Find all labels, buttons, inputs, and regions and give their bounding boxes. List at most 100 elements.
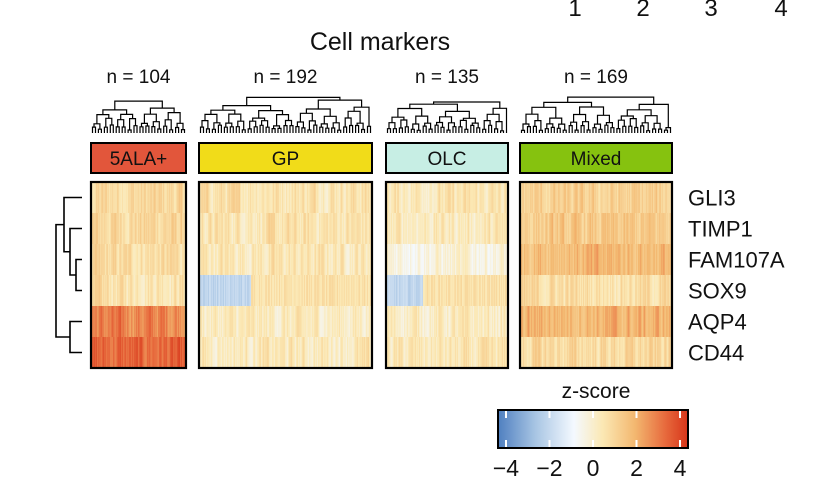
heatmap-cell	[259, 337, 261, 369]
heatmap-cell	[124, 306, 126, 338]
heatmap-cell	[653, 182, 655, 214]
heatmap-cell	[202, 275, 204, 307]
heatmap-cell	[402, 244, 404, 276]
heatmap-cell	[648, 275, 650, 307]
heatmap-cell	[293, 306, 295, 338]
heatmap-cell	[253, 244, 255, 276]
heatmap-cell	[335, 244, 337, 276]
heatmap-cell	[604, 182, 606, 214]
heatmap-cell	[553, 337, 555, 369]
heatmap-cell	[106, 213, 108, 245]
heatmap-cell	[332, 244, 334, 276]
heatmap-cell	[526, 275, 528, 307]
heatmap-cell	[528, 244, 530, 276]
heatmap-cell	[574, 275, 576, 307]
heatmap-cell	[211, 244, 213, 276]
heatmap-cell	[652, 306, 654, 338]
heatmap-cell	[361, 244, 363, 276]
heatmap-cell	[293, 244, 295, 276]
heatmap-cell	[152, 306, 154, 338]
heatmap-cell	[340, 213, 342, 245]
heatmap-cell	[556, 337, 558, 369]
heatmap-cell	[176, 182, 178, 214]
dendrogram-branch	[199, 126, 205, 133]
heatmap-cell	[264, 244, 266, 276]
heatmap-cell	[262, 182, 264, 214]
heatmap-cell	[557, 244, 559, 276]
heatmap-cell	[412, 213, 414, 245]
heatmap-cell	[274, 306, 276, 338]
heatmap-cell	[144, 213, 146, 245]
heatmap-cell	[353, 213, 355, 245]
heatmap-cell	[469, 244, 471, 276]
heatmap-cell	[623, 213, 625, 245]
dendrogram-branch	[247, 128, 252, 133]
heatmap-cell	[525, 182, 527, 214]
legend-tick-label: 2	[630, 455, 643, 481]
heatmap-cell	[459, 275, 461, 307]
heatmap-cell	[491, 337, 493, 369]
heatmap-cell	[615, 182, 617, 214]
heatmap-cell	[500, 306, 502, 338]
heatmap-cell	[357, 244, 359, 276]
heatmap-cell	[150, 306, 152, 338]
heatmap-cell	[582, 244, 584, 276]
heatmap-cell	[174, 213, 176, 245]
heatmap-cell	[420, 337, 422, 369]
heatmap-cell	[561, 337, 563, 369]
heatmap-cell	[219, 275, 221, 307]
heatmap-cell	[133, 306, 135, 338]
heatmap-cell	[101, 213, 103, 245]
heatmap-cell	[99, 306, 101, 338]
heatmap-cell	[446, 182, 448, 214]
heatmap-cell	[478, 244, 480, 276]
heatmap-cell	[130, 306, 132, 338]
heatmap-cell	[231, 182, 233, 214]
heatmap-cell	[533, 275, 535, 307]
heatmap-cell	[145, 337, 147, 369]
heatmap-cell	[255, 213, 257, 245]
heatmap-cell	[455, 213, 457, 245]
heatmap-cell	[142, 306, 144, 338]
heatmap-cell	[178, 213, 180, 245]
heatmap-cell	[283, 244, 285, 276]
heatmap-cell	[640, 306, 642, 338]
heatmap-cell	[248, 337, 250, 369]
heatmap-cell	[356, 337, 358, 369]
heatmap-cell	[525, 213, 527, 245]
heatmap-cell	[491, 275, 493, 307]
heatmap-cell	[394, 275, 396, 307]
heatmap-cell	[272, 182, 274, 214]
heatmap-cell	[259, 275, 261, 307]
heatmap-cell	[570, 306, 572, 338]
dendrogram-branch	[410, 128, 415, 133]
heatmap-cell	[263, 306, 265, 338]
heatmap-cell	[479, 182, 481, 214]
heatmap-cell	[532, 306, 534, 338]
heatmap-cell	[249, 213, 251, 245]
heatmap-cell	[249, 275, 251, 307]
heatmap-cell	[431, 275, 433, 307]
heatmap-cell	[480, 337, 482, 369]
heatmap-cell	[330, 182, 332, 214]
heatmap-cell	[367, 306, 369, 338]
heatmap-cell	[531, 244, 533, 276]
heatmap-cell	[595, 275, 597, 307]
heatmap-cell	[361, 337, 363, 369]
heatmap-cell	[629, 182, 631, 214]
heatmap-cell	[438, 275, 440, 307]
heatmap-cell	[361, 275, 363, 307]
heatmap-cell	[628, 213, 630, 245]
heatmap-cell	[479, 337, 481, 369]
heatmap-cell	[255, 182, 257, 214]
heatmap-cell	[652, 182, 654, 214]
heatmap-cell	[431, 306, 433, 338]
heatmap-cell	[265, 337, 267, 369]
heatmap-cell	[504, 337, 506, 369]
heatmap-cell	[269, 337, 271, 369]
heatmap-cell	[177, 306, 179, 338]
heatmap-cell	[281, 337, 283, 369]
heatmap-cell	[353, 306, 355, 338]
heatmap-cell	[621, 337, 623, 369]
heatmap-cell	[275, 182, 277, 214]
